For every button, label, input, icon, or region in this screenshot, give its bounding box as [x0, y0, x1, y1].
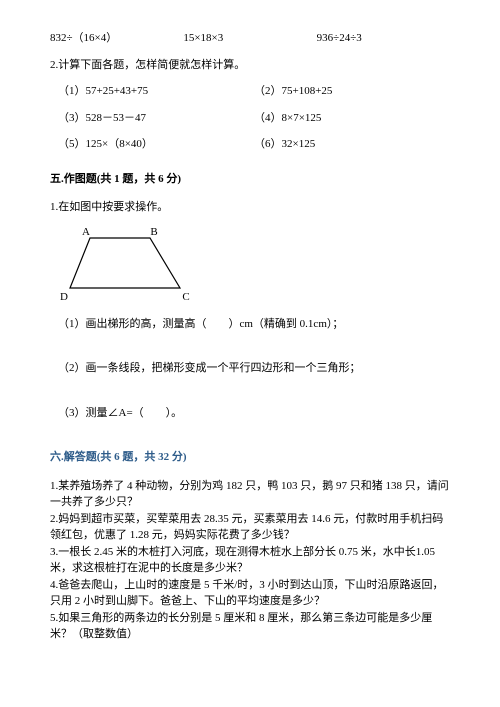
pair-row-3: （5）125×（8×40） （6）32×125	[50, 136, 450, 153]
sec6-q5: 5.如果三角形的两条边的长分别是 5 厘米和 8 厘米，那么第三条边可能是多少厘…	[50, 610, 450, 643]
pair-2r: （4）8×7×125	[254, 110, 450, 127]
pair-1r: （2）75+108+25	[254, 83, 450, 100]
expr-1b: 15×18×3	[183, 30, 316, 47]
section-5-title: 五.作图题(共 1 题，共 6 分)	[50, 171, 450, 188]
pair-3r: （6）32×125	[254, 136, 450, 153]
sec5-sub2: （2）画一条线段，把梯形变成一个平行四边形和一个三角形；	[50, 360, 450, 377]
sec6-q2: 2.妈妈到超市买菜，买荤菜用去 28.35 元，买素菜用去 14.6 元，付款时…	[50, 511, 450, 544]
trapezoid-diagram: A B C D	[50, 226, 200, 302]
q2-title: 2.计算下面各题，怎样简便就怎样计算。	[50, 57, 450, 74]
pair-1l: （1）57+25+43+75	[58, 83, 254, 100]
svg-text:A: A	[82, 226, 90, 238]
svg-text:C: C	[182, 291, 189, 302]
section-6-title: 六.解答题(共 6 题，共 32 分)	[50, 449, 450, 466]
sec5-q1: 1.在如图中按要求操作。	[50, 199, 450, 216]
expr-1c: 936÷24÷3	[317, 30, 450, 47]
pair-row-1: （1）57+25+43+75 （2）75+108+25	[50, 83, 450, 100]
sec5-sub3: （3）测量∠A=（ ）。	[50, 405, 450, 422]
sec6-q4: 4.爸爸去爬山，上山时的速度是 5 千米/时，3 小时到达山顶，下山时沿原路返回…	[50, 577, 450, 610]
sec5-sub1: （1）画出梯形的高，测量高（ ）cm（精确到 0.1cm）；	[50, 316, 450, 333]
expr-row-1: 832÷（16×4） 15×18×3 936÷24÷3	[50, 30, 450, 47]
pair-row-2: （3）528－53－47 （4）8×7×125	[50, 110, 450, 127]
pair-2l: （3）528－53－47	[58, 110, 254, 127]
sec6-q1: 1.某养殖场养了 4 种动物，分别为鸡 182 只，鸭 103 只，鹅 97 只…	[50, 478, 450, 511]
expr-1a: 832÷（16×4）	[50, 30, 183, 47]
pair-3l: （5）125×（8×40）	[58, 136, 254, 153]
svg-text:B: B	[150, 226, 157, 238]
sec6-q3: 3.一根长 2.45 米的木桩打入河底，现在测得木桩水上部分长 0.75 米，水…	[50, 544, 450, 577]
svg-text:D: D	[60, 291, 68, 302]
